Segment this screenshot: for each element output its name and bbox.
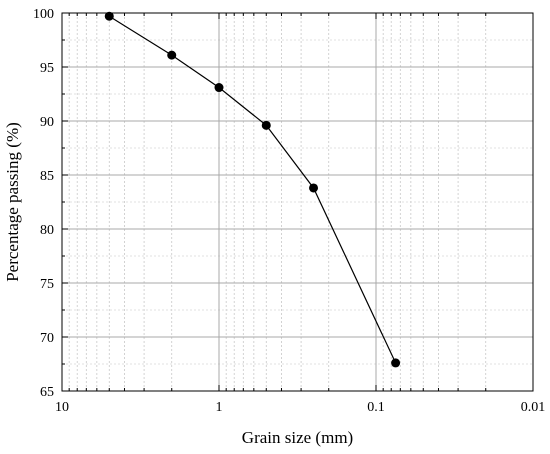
y-tick-label: 100 [33,7,54,22]
plot-frame [61,12,534,392]
data-point [214,83,224,93]
x-tick-label: 0.1 [367,400,385,415]
data-point [309,183,319,193]
x-tick-label: 0.01 [521,400,546,415]
minor-grid [62,13,533,391]
x-tick-label: 10 [55,400,69,415]
y-tick-label: 75 [40,277,54,292]
y-tick-label: 65 [40,385,54,400]
x-axis-title: Grain size (mm) [242,428,353,447]
y-tick-label: 80 [40,223,54,238]
x-tick-labels: 10 1 0.1 0.01 [55,400,545,415]
data-point [391,358,401,368]
data-point [167,50,177,60]
y-tick-label: 90 [40,115,54,130]
y-axis-title: Percentage passing (%) [3,122,22,282]
data-point [104,11,114,21]
series-line [108,15,397,364]
y-tick-label: 85 [40,169,54,184]
data-series [104,11,401,368]
x-tick-label: 1 [216,400,223,415]
y-tick-labels: 65 70 75 80 85 90 95 100 [33,7,54,400]
y-tick-label: 70 [40,331,54,346]
y-tick-label: 95 [40,61,54,76]
data-point [261,120,271,130]
